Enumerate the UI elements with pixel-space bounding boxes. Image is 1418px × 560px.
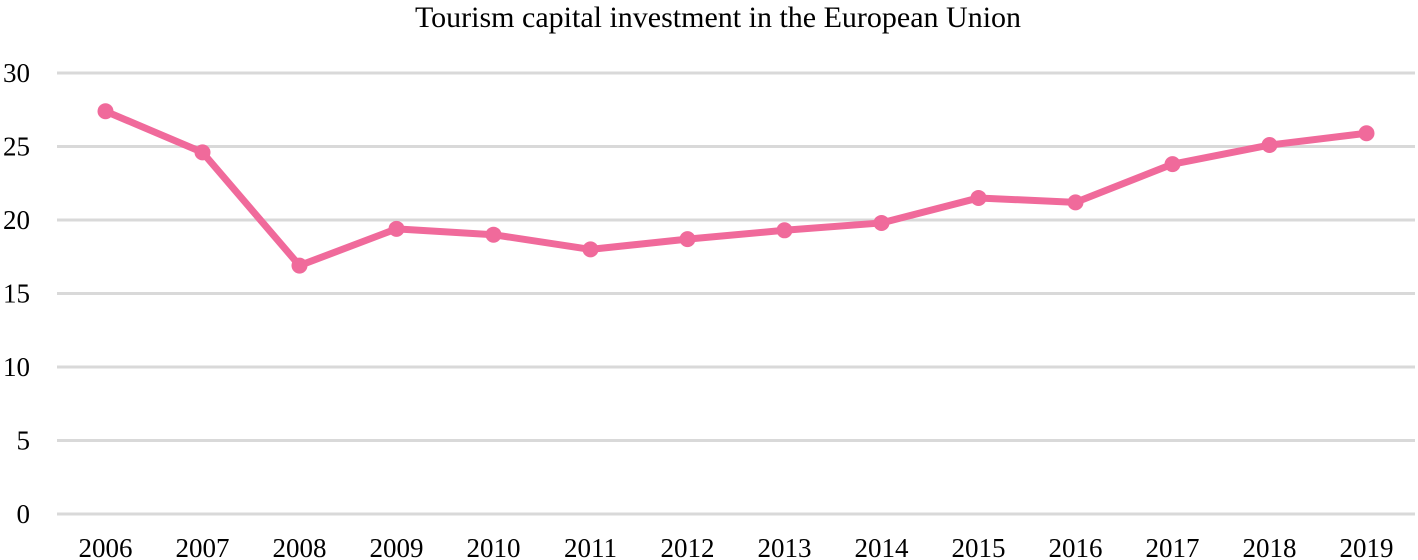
y-tick-label: 5 [17,426,31,456]
data-point [97,103,114,120]
data-point [1164,156,1181,173]
y-tick-label: 15 [3,279,30,309]
x-tick-label: 2013 [758,533,812,560]
x-tick-label: 2015 [952,533,1006,560]
data-point [291,257,308,274]
data-point [873,214,890,231]
data-point [194,144,211,161]
x-tick-label: 2012 [661,533,715,560]
x-tick-label: 2019 [1340,533,1394,560]
x-tick-label: 2010 [467,533,521,560]
y-tick-label: 30 [3,58,30,88]
data-point [485,226,502,243]
x-tick-label: 2014 [855,533,910,560]
data-point [582,241,599,258]
data-point [679,231,696,248]
chart-title: Tourism capital investment in the Europe… [415,1,1021,34]
y-tick-label: 10 [3,352,30,382]
y-tick-label: 25 [3,132,30,162]
series-layer [97,103,1375,274]
y-tick-label: 20 [3,205,30,235]
x-axis-ticks: 2006 2007 2008 2009 2010 2011 2012 2013 2014 2015… [79,533,1394,560]
y-tick-label: 0 [17,499,31,529]
x-tick-label: 2018 [1243,533,1297,560]
x-tick-label: 2009 [370,533,424,560]
data-point [776,222,793,239]
data-point [1358,125,1375,142]
x-tick-label: 2017 [1146,533,1200,560]
x-tick-label: 2006 [79,533,133,560]
gridlines [57,71,1415,516]
data-point [1261,137,1278,154]
data-point [970,189,987,206]
data-point [1067,194,1084,211]
x-tick-label: 2011 [564,533,617,560]
data-point [388,220,405,237]
y-axis-ticks: 0 5 10 15 20 25 30 [3,58,30,529]
x-tick-label: 2016 [1049,533,1103,560]
x-tick-label: 2007 [176,533,230,560]
x-tick-label: 2008 [273,533,327,560]
series-line [102,107,1370,270]
